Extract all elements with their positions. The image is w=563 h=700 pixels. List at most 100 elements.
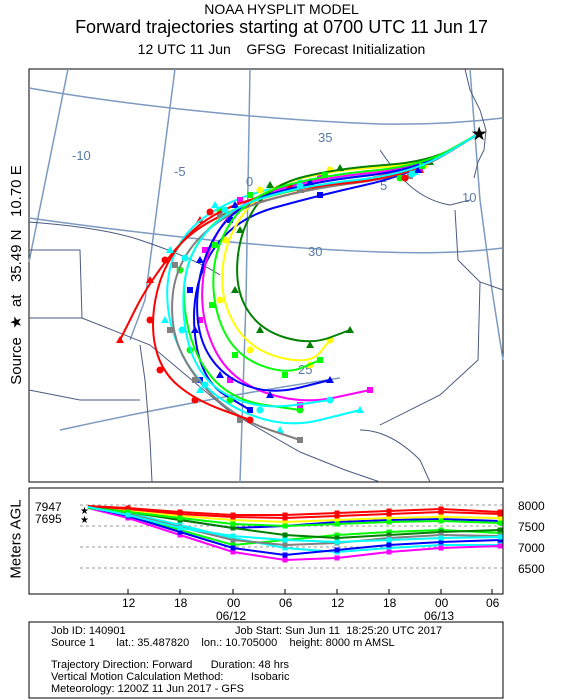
height-marker [334, 539, 340, 545]
height-marker [177, 515, 183, 521]
start-star-icon: ★ [80, 515, 89, 526]
trajectory-marker [206, 208, 214, 216]
border-line [28, 389, 140, 401]
height-marker [230, 533, 236, 539]
latitude-line-25 [59, 377, 341, 431]
trajectory-layer [116, 132, 481, 443]
height-marker [230, 542, 236, 548]
lat-label: 30 [308, 244, 322, 259]
info-box: Job ID: 140901 Job Start: Sun Jun 11 18:… [29, 622, 503, 698]
lat-lon-grid [28, 68, 504, 483]
trajectory-marker [212, 242, 218, 248]
longitude-line-10 [469, 68, 504, 361]
trajectory-marker [221, 206, 229, 214]
trajectory-marker [196, 256, 204, 263]
border-line [379, 149, 471, 206]
model-name: NOAA HYSPLIT MODEL [204, 1, 359, 17]
height-marker [177, 511, 183, 517]
height-marker [438, 529, 444, 535]
trajectory-marker [266, 181, 274, 188]
trajectory-marker [211, 201, 219, 208]
trajectory-marker [296, 406, 304, 414]
height-marker [497, 537, 503, 543]
height-tick-label: 7000 [518, 541, 545, 555]
trajectory-marker [401, 174, 409, 182]
trajectory-marker [414, 166, 422, 173]
height-marker [386, 549, 392, 555]
height-marker [230, 517, 236, 523]
trajectory-marker [256, 186, 264, 194]
lon-label: 10 [462, 190, 476, 205]
trajectory-marker [297, 437, 303, 443]
time-tick-label: 06 [279, 596, 293, 610]
border-line [454, 209, 504, 291]
trajectory-marker [356, 406, 364, 413]
date-label: 06/13 [424, 609, 454, 623]
trajectory-path [236, 132, 481, 343]
trajectory-marker [209, 302, 215, 308]
trajectory-marker [282, 372, 288, 378]
trajectory-marker [191, 326, 199, 333]
lon-label: 5 [380, 178, 387, 193]
longitude-line-m5 [129, 68, 176, 341]
height-marker [177, 529, 183, 535]
height-marker [438, 532, 444, 538]
height-tick-label: 6500 [518, 562, 545, 576]
trajectory-marker [202, 247, 208, 253]
height-marker [386, 537, 392, 543]
height-marker [282, 542, 288, 548]
trajectory-direction: Trajectory Direction: Forward Duration: … [51, 659, 290, 671]
height-marker [497, 530, 503, 536]
lon-label: 0 [246, 174, 253, 189]
time-tick-label: 00 [435, 596, 449, 610]
trajectory-marker [156, 366, 164, 374]
time-tick-label: 18 [383, 596, 397, 610]
trajectory-marker [326, 396, 334, 404]
height-marker [282, 537, 288, 543]
trajectory-marker [178, 326, 186, 334]
trajectory-marker [227, 377, 233, 383]
height-marker [497, 543, 503, 549]
trajectory-marker [231, 201, 239, 208]
border-line [139, 344, 153, 483]
trajectory-path [152, 132, 481, 421]
trajectory-marker [326, 376, 334, 383]
vertical-motion-method: Vertical Motion Calculation Method: Isob… [51, 671, 290, 683]
height-marker [386, 542, 392, 548]
height-marker [386, 529, 392, 535]
border-line [359, 429, 431, 483]
height-panel-frame [28, 487, 504, 595]
height-marker [334, 510, 340, 516]
job-start: Job Start: Sun Jun 11 18:25:20 UTC 2017 [235, 625, 443, 637]
height-marker [282, 545, 288, 551]
coastline [464, 68, 487, 179]
height-marker [386, 545, 392, 551]
time-tick-label: 00 [227, 596, 241, 610]
trajectory-marker [181, 254, 189, 262]
time-tick-label: 18 [174, 596, 188, 610]
trajectory-marker [276, 426, 284, 433]
height-marker [438, 514, 444, 520]
trajectory-marker [216, 296, 224, 304]
latitude-line-30 [28, 217, 504, 254]
height-marker [282, 512, 288, 518]
height-marker [497, 520, 503, 526]
height-marker [386, 515, 392, 521]
height-marker [386, 511, 392, 517]
height-marker [334, 535, 340, 541]
trajectory-marker [191, 396, 199, 404]
border-line [81, 317, 381, 483]
time-tick-label: 12 [122, 596, 136, 610]
trajectory-marker [256, 406, 264, 414]
trajectory-path [182, 132, 481, 408]
height-marker [386, 532, 392, 538]
trajectory-path [201, 132, 481, 402]
latitude-line-35 [28, 87, 504, 125]
height-marker [386, 508, 392, 514]
trajectory-marker [237, 197, 243, 203]
height-marker [230, 549, 236, 555]
height-marker [438, 506, 444, 512]
trajectory-marker [306, 341, 314, 348]
trajectory-marker [322, 172, 328, 178]
